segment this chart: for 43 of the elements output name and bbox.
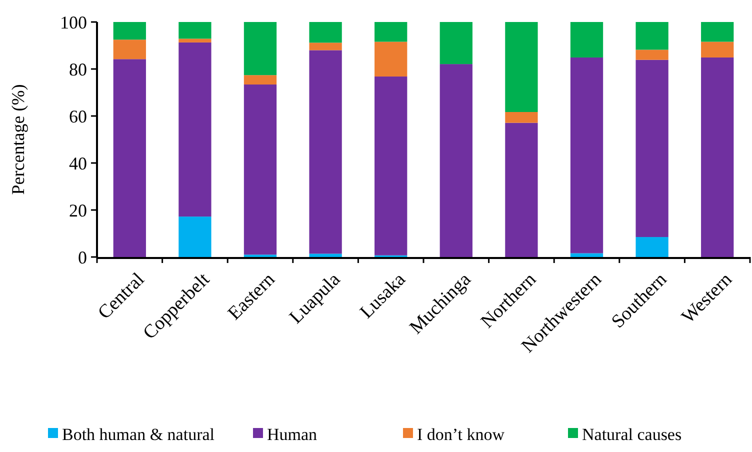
legend-label: I don’t know [417, 424, 506, 444]
bar [113, 40, 146, 60]
legend-label: Human [267, 424, 318, 444]
bar [374, 22, 408, 42]
bar [701, 42, 734, 58]
y-tick-label: 80 [69, 59, 87, 80]
bar [113, 22, 146, 40]
legend-label: Natural causes [582, 424, 682, 444]
legend-label: Both human & natural [62, 424, 215, 444]
bar [701, 22, 734, 42]
bar [701, 57, 734, 257]
bar [505, 22, 538, 112]
bar [309, 42, 342, 50]
y-tick-label: 0 [78, 247, 87, 268]
bar [570, 22, 604, 58]
y-axis-title: Percentage (%) [8, 84, 28, 195]
bar [440, 64, 472, 257]
bar [505, 112, 538, 123]
bar [178, 42, 212, 217]
bar [505, 122, 538, 257]
bar [374, 76, 408, 256]
bar [636, 22, 668, 50]
bar [440, 22, 472, 64]
bar [374, 42, 408, 77]
bar [570, 253, 604, 257]
bar [244, 22, 277, 76]
bar [636, 60, 668, 238]
y-tick-label: 40 [69, 153, 87, 174]
bar [309, 22, 342, 43]
bar [113, 59, 146, 257]
bar [244, 84, 277, 255]
bar [178, 38, 212, 42]
bar [570, 57, 604, 254]
bar [178, 22, 212, 39]
bar [178, 216, 212, 257]
bar [244, 75, 277, 85]
bar [636, 237, 668, 257]
bar [309, 254, 342, 257]
y-tick-label: 20 [69, 200, 87, 220]
y-tick-label: 100 [60, 12, 87, 32]
bar [636, 50, 668, 60]
y-tick-label: 60 [69, 106, 87, 126]
bar [309, 50, 342, 254]
